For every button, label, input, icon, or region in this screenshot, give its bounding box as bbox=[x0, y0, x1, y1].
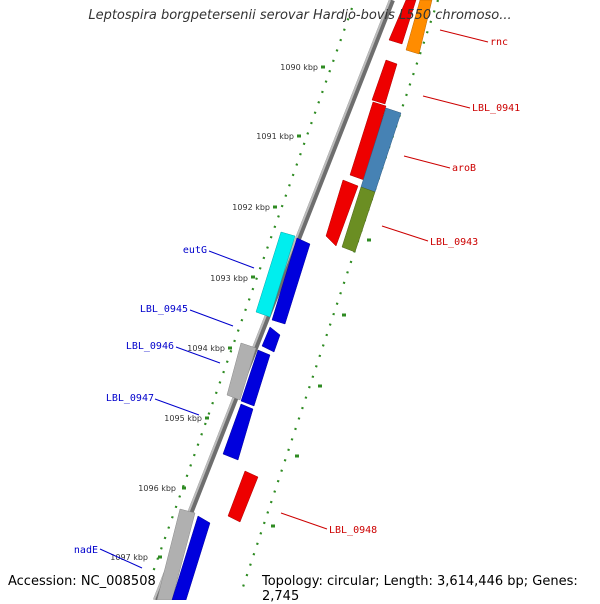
scale-label: 1092 kbp bbox=[232, 203, 270, 212]
label-lbl0941[interactable]: LBL_0941 bbox=[472, 103, 520, 114]
gene-lbl0947[interactable] bbox=[222, 403, 254, 461]
map-title: Leptospira borgpetersenii serovar Hardjo… bbox=[88, 8, 512, 23]
scale-label: 1094 kbp bbox=[187, 344, 225, 353]
gene-nadE-gray[interactable] bbox=[156, 508, 196, 600]
label-arob[interactable]: aroB bbox=[452, 163, 476, 174]
label-lbl0943[interactable]: LBL_0943 bbox=[430, 237, 478, 248]
inner-ring bbox=[240, 0, 440, 591]
label-eutg[interactable]: eutG bbox=[183, 245, 207, 256]
gene-lbl0943[interactable] bbox=[341, 186, 376, 253]
gene-lbl0941[interactable] bbox=[371, 59, 398, 105]
label-rnc[interactable]: rnc bbox=[490, 37, 508, 48]
label-lbl0946[interactable]: LBL_0946 bbox=[126, 341, 174, 352]
forward-genes bbox=[227, 0, 433, 523]
scale-label: 1093 kbp bbox=[210, 274, 248, 283]
gene-rnc-arrow[interactable] bbox=[388, 0, 417, 45]
reverse-genes bbox=[156, 231, 311, 600]
left-labels bbox=[99, 250, 255, 569]
scale-label: 1091 kbp bbox=[256, 132, 294, 141]
gene-lbl0943-red[interactable] bbox=[325, 179, 359, 247]
label-lbl0947[interactable]: LBL_0947 bbox=[106, 393, 154, 404]
scale-label: 1090 kbp bbox=[280, 63, 318, 72]
gene-lbl0948[interactable] bbox=[227, 470, 259, 523]
scale-label: 1096 kbp bbox=[138, 484, 176, 493]
right-labels bbox=[280, 29, 489, 530]
label-lbl0945[interactable]: LBL_0945 bbox=[140, 304, 188, 315]
label-lbl0948[interactable]: LBL_0948 bbox=[329, 525, 377, 536]
gene-lbl0945[interactable] bbox=[261, 326, 281, 353]
scale-label: 1095 kbp bbox=[164, 414, 202, 423]
accession-text: Accession: NC_008508 bbox=[8, 574, 156, 589]
scale-label: 1097 kbp bbox=[110, 553, 148, 562]
gene-euG[interactable] bbox=[255, 231, 296, 318]
gene-lbl0946-gray[interactable] bbox=[226, 342, 257, 401]
gene-lbl0946[interactable] bbox=[240, 349, 271, 407]
gene-blue1[interactable] bbox=[271, 237, 311, 325]
scale-ruler: 1090 kbp 1091 kbp 1092 kbp 1093 kbp 1094… bbox=[110, 7, 354, 576]
gene-rnc-orange[interactable] bbox=[405, 0, 433, 55]
label-nade[interactable]: nadE bbox=[74, 545, 98, 556]
gene-nadE[interactable] bbox=[171, 515, 211, 600]
